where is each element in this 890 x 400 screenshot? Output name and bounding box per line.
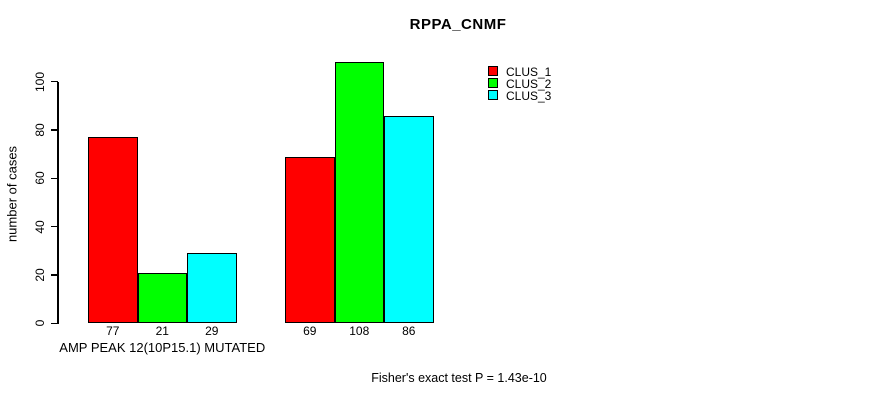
bar-value-label: 77: [106, 324, 120, 338]
bar-value-label: 21: [155, 324, 169, 338]
bar-value-label: 69: [303, 324, 317, 338]
legend-label: CLUS_3: [506, 89, 552, 103]
y-tick-label: 80: [33, 123, 47, 137]
bar-value-label: 108: [349, 324, 370, 338]
fisher-test-annotation: Fisher's exact test P = 1.43e-10: [371, 371, 547, 385]
bar-clus_2-group2: [334, 62, 384, 324]
legend-label: CLUS_2: [506, 77, 552, 91]
y-axis-label: number of cases: [4, 145, 20, 243]
y-tick-mark: [51, 322, 58, 325]
y-tick-mark: [51, 274, 58, 276]
bar-clus_1-group2: [285, 156, 335, 324]
chart-title: RPPA_CNMF: [409, 16, 507, 33]
y-tick-label: 40: [33, 219, 47, 234]
legend-label: CLUS_1: [506, 65, 552, 79]
bar-clus_3-group1: [187, 253, 237, 324]
bar-value-label: 29: [205, 324, 219, 338]
y-tick-label: 0: [33, 319, 47, 327]
bar-value-label: 86: [402, 324, 416, 338]
bar-clus_3-group2: [384, 115, 434, 324]
legend-swatch-clus_3: [488, 90, 498, 100]
y-tick-mark: [51, 80, 58, 83]
y-tick-mark: [51, 129, 58, 131]
bar-clus_2-group1: [137, 272, 187, 324]
bar-clus_1-group1: [88, 137, 138, 324]
legend-swatch-clus_1: [488, 66, 498, 76]
y-tick-label: 100: [33, 71, 47, 92]
y-axis-line: [57, 81, 59, 324]
legend-swatch-clus_2: [488, 78, 498, 88]
y-tick-mark: [51, 177, 58, 180]
y-tick-label: 60: [33, 171, 47, 186]
y-tick-mark: [51, 225, 58, 228]
y-tick-label: 20: [33, 268, 47, 282]
x-axis-category-label: AMP PEAK 12(10P15.1) MUTATED: [59, 340, 266, 355]
